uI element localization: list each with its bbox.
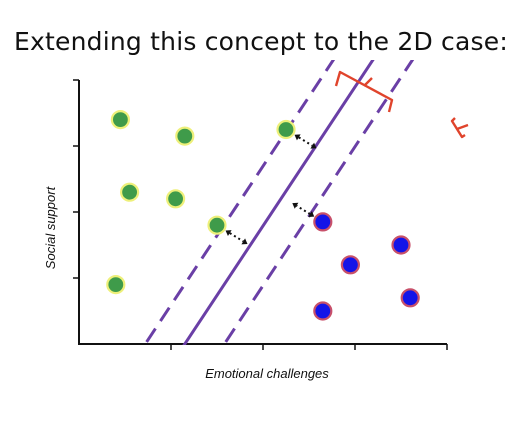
green-point <box>166 189 186 209</box>
support-arrow-head-start <box>308 211 315 218</box>
blue-point <box>313 212 333 232</box>
y-axis-label: Social support <box>43 185 58 269</box>
support-arrow-head-start <box>294 134 301 141</box>
green-point <box>175 126 195 146</box>
x-axis-ticks <box>170 344 448 350</box>
green-point <box>207 215 227 235</box>
support-arrow-head-end <box>310 142 317 149</box>
axes <box>73 79 448 350</box>
data-points <box>106 109 420 321</box>
y-axis-ticks <box>73 79 79 279</box>
green-point <box>110 109 131 130</box>
margin-line-upper <box>142 60 336 345</box>
blue-point <box>340 255 360 275</box>
support-arrow-head-end <box>292 202 299 209</box>
blue-point <box>313 301 333 321</box>
green-point <box>276 119 296 140</box>
support-arrow-shaft <box>296 204 311 215</box>
x-axis-label: Emotional challenges <box>205 366 329 381</box>
support-arrow-head-start <box>225 230 232 237</box>
slide-title: Extending this concept to the 2D case: <box>14 27 508 56</box>
support-arrow-shaft <box>229 232 244 243</box>
support-arrows <box>225 134 317 245</box>
margin-bracket-large <box>334 70 394 113</box>
green-point <box>120 182 140 202</box>
margin-bracket-small <box>450 117 469 139</box>
support-arrow <box>294 134 317 149</box>
support-arrow <box>292 202 315 218</box>
blue-point <box>391 235 411 255</box>
support-arrow-head-end <box>241 238 248 245</box>
support-arrow <box>225 230 248 245</box>
green-point <box>106 275 126 295</box>
margin-bracket <box>334 70 469 139</box>
blue-point <box>400 288 420 308</box>
support-arrow-shaft <box>298 136 313 147</box>
hyperplane-line <box>182 60 375 345</box>
